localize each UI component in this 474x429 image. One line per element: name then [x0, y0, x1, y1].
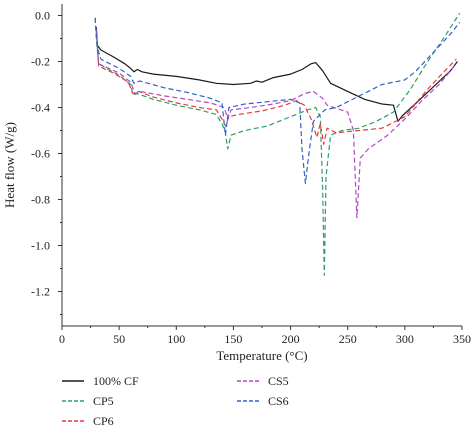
series-line-cp5 [94, 12, 461, 276]
series-line-cs5 [95, 31, 457, 219]
x-axis-label: Temperature (°C) [216, 348, 307, 363]
y-tick-label: -0.8 [31, 193, 50, 207]
x-tick-label: 250 [339, 332, 357, 346]
y-tick-label: -1.0 [31, 239, 50, 253]
y-axis-label: Heat flow (W/g) [2, 122, 17, 208]
legend: 100% CF CP5 CP6 CS5 CS6 [62, 374, 289, 428]
y-tick-label: -1.2 [31, 285, 50, 299]
x-tick-label: 100 [167, 332, 185, 346]
x-tick-label: 50 [113, 332, 125, 346]
series-line-cp6 [95, 29, 457, 145]
legend-label: 100% CF [93, 374, 139, 388]
y-tick-label: -0.2 [31, 55, 50, 69]
axes [61, 4, 462, 327]
legend-label: CS5 [268, 374, 289, 388]
legend-label: CP5 [93, 394, 114, 408]
x-tick-label: 0 [59, 332, 65, 346]
ticks: 0 50 100 150 200 250 300 350 0.0 -0.2 -0.4 -0.6 -0.8… [31, 9, 471, 347]
x-tick-label: 300 [396, 332, 414, 346]
x-tick-label: 350 [453, 332, 471, 346]
series-line-100-cf [95, 26, 458, 122]
legend-label: CS6 [268, 394, 289, 408]
series-lines [94, 12, 461, 276]
x-tick-label: 150 [224, 332, 242, 346]
y-tick-label: 0.0 [35, 9, 50, 23]
y-tick-label: -0.6 [31, 147, 50, 161]
series-line-cs6 [94, 17, 461, 184]
legend-label: CP6 [93, 414, 114, 428]
x-tick-label: 200 [282, 332, 300, 346]
y-tick-label: -0.4 [31, 101, 50, 115]
